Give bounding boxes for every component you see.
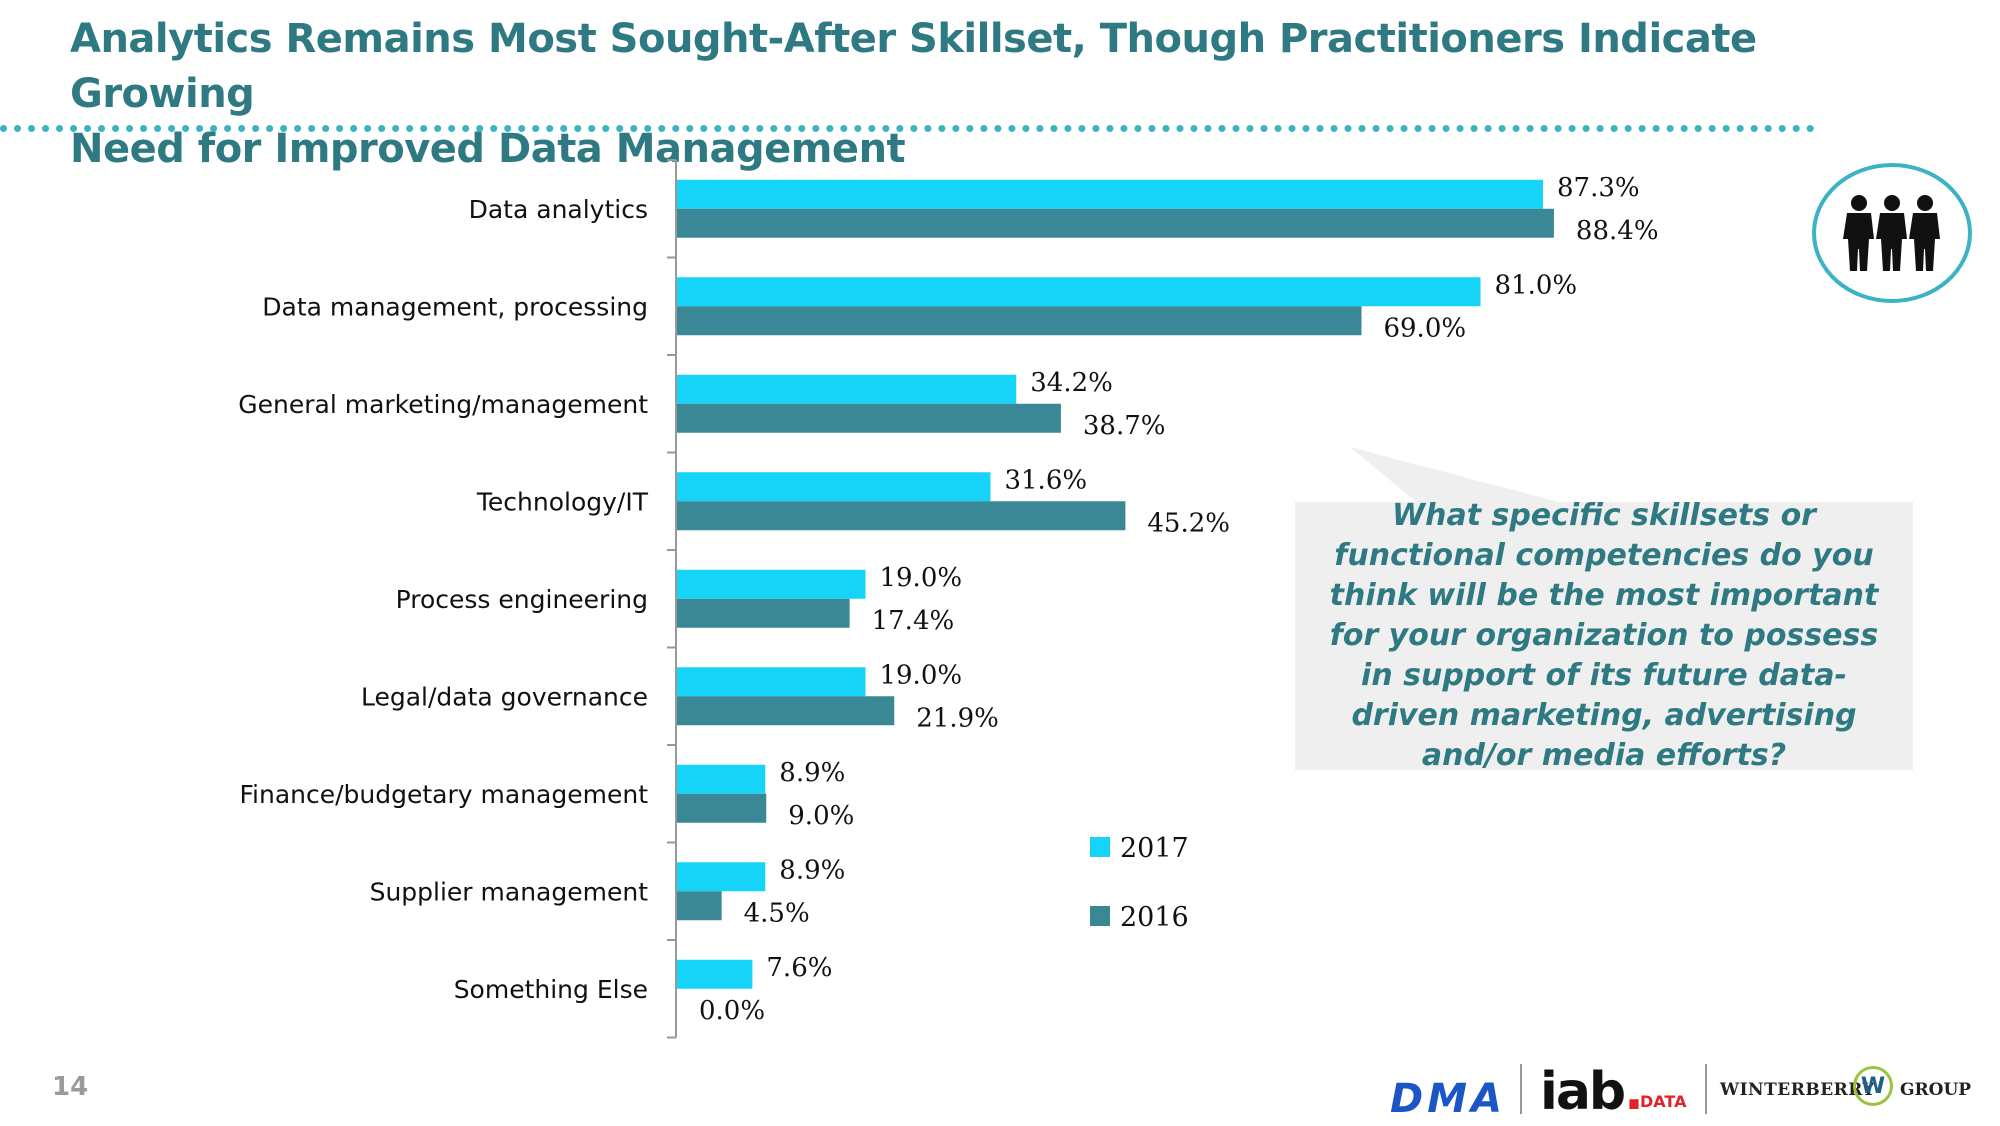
bar-2016 [677,403,1061,433]
category-label: General marketing/management [238,390,648,419]
logo-separator [1520,1064,1522,1114]
data-label-2016: 45.2% [1147,508,1230,538]
bar-2016 [677,501,1126,531]
callout-pointer [1350,447,1570,505]
data-label-2017: 81.0% [1495,270,1578,300]
data-label-2016: 4.5% [744,898,810,928]
data-label-2016: 69.0% [1383,313,1466,343]
bar-2016 [677,208,1554,238]
category-label: Supplier management [370,877,649,906]
bar-2017 [677,179,1544,209]
title-line-2: Need for Improved Data Management [70,126,906,172]
bar-2017 [677,667,866,697]
bar-2016 [677,696,895,726]
winterberry-logo-text: WINTERBERRY [1720,1080,1876,1100]
data-label-2016: 88.4% [1576,216,1659,246]
bar-2016 [677,306,1362,336]
data-label-2017: 31.6% [1004,465,1087,495]
data-label-2017: 7.6% [766,953,832,983]
iab-data-label: DATA [1640,1092,1687,1111]
title-divider [0,125,1815,132]
category-label: Finance/budgetary management [239,780,648,809]
page-number: 14 [52,1072,89,1102]
bar-2017 [677,472,991,502]
data-label-2017: 8.9% [779,758,845,788]
dma-logo: DMA [1390,1076,1506,1122]
bar-2017 [677,959,753,989]
data-label-2017: 8.9% [779,855,845,885]
data-label-2016: 9.0% [788,801,854,831]
data-label-2017: 34.2% [1030,368,1113,398]
iab-logo: iab. [1540,1062,1644,1122]
iab-logo-dot: . [1624,1062,1644,1122]
legend-label-2016: 2016 [1120,902,1189,933]
title-line-1: Analytics Remains Most Sought-After Skil… [70,16,1757,117]
footer-logos: DMA iab. DATA WINTERBERRY W GROUP [1390,1058,1972,1122]
bar-2017 [677,764,766,794]
survey-question-text: What specific skillsets or functional co… [1329,498,1879,773]
data-label-2017: 87.3% [1557,173,1640,203]
logo-separator [1705,1064,1707,1114]
data-label-2017: 19.0% [879,563,962,593]
data-label-2017: 19.0% [879,660,962,690]
category-label: Something Else [454,975,648,1004]
data-label-2016: 0.0% [699,996,765,1026]
page-title: Analytics Remains Most Sought-After Skil… [70,12,1790,177]
iab-logo-text: iab [1540,1062,1626,1122]
category-label: Technology/IT [476,487,649,516]
bar-2017 [677,569,866,599]
legend-label-2017: 2017 [1120,833,1189,864]
winterberry-w-icon: W [1853,1066,1893,1106]
data-label-2016: 38.7% [1083,411,1166,441]
bar-2016 [677,793,767,823]
bar-2017 [677,277,1481,307]
bar-2017 [677,374,1017,404]
category-label: Legal/data governance [361,682,648,711]
legend-swatch-2017 [1090,837,1110,857]
people-group-icon [1812,163,1972,303]
category-label: Process engineering [396,585,648,614]
category-label: Data management, processing [262,292,648,321]
survey-question-callout: What specific skillsets or functional co… [1295,498,1913,773]
bar-2016 [677,891,722,921]
bar-2016 [677,598,850,628]
people-silhouettes [1843,195,1940,271]
bar-2017 [677,862,766,892]
category-label: Data analytics [469,195,648,224]
legend-swatch-2016 [1090,906,1110,926]
data-label-2016: 21.9% [916,703,999,733]
winterberry-group-text: GROUP [1900,1080,1972,1100]
data-label-2016: 17.4% [872,606,955,636]
